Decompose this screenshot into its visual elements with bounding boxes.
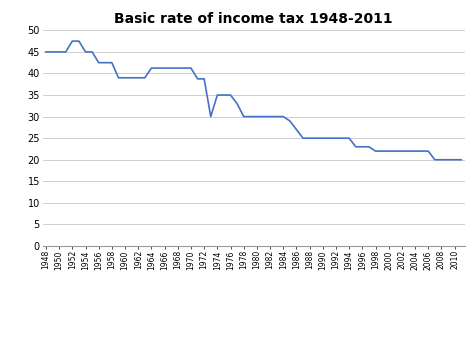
- Title: Basic rate of income tax 1948-2011: Basic rate of income tax 1948-2011: [114, 12, 393, 26]
